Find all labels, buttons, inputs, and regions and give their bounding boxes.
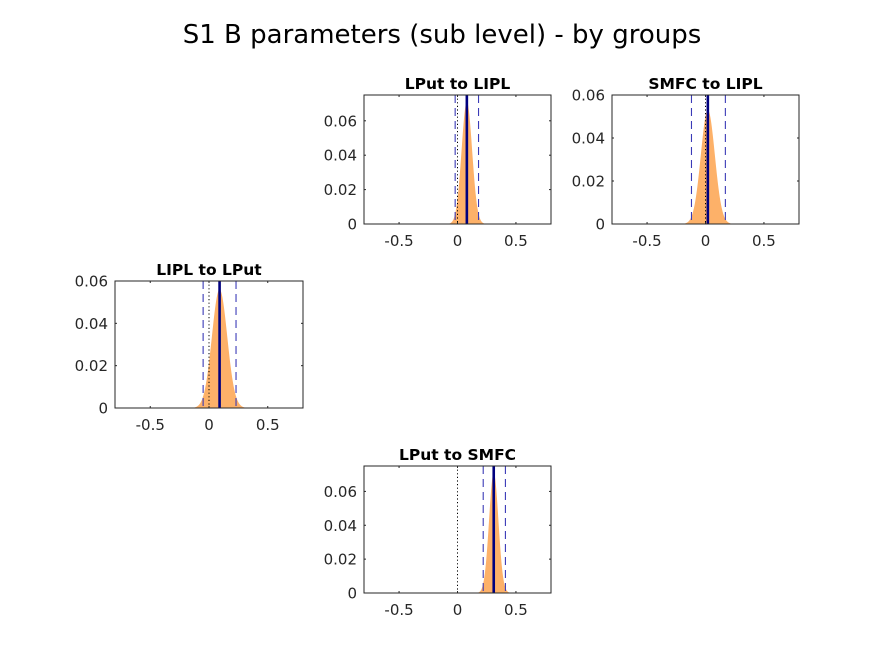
figure-title: S1 B parameters (sub level) - by groups — [183, 20, 702, 50]
y-tick-label: 0 — [595, 216, 605, 234]
plot-area — [187, 281, 252, 408]
panel-title: LPut to LIPL — [405, 75, 511, 93]
x-tick-label: 0.5 — [504, 232, 528, 250]
panel-smfc-to-lipl: -0.5 0 0.5 0 0.02 0.04 0.06 SMFC to LIPL — [572, 75, 800, 250]
x-tick-label: -0.5 — [136, 416, 165, 434]
y-tick-label: 0.06 — [324, 112, 357, 130]
y-tick-label: 0.04 — [324, 517, 357, 535]
plot-area — [457, 466, 514, 593]
y-tick-label: 0.06 — [572, 87, 605, 105]
y-tick-label: 0.02 — [75, 357, 108, 375]
x-tick-label: 0.5 — [504, 601, 528, 619]
panel-lput-to-lipl: -0.5 0 0.5 0 0.02 0.04 0.06 LPut to LIPL — [324, 75, 552, 250]
panel-title: SMFC to LIPL — [648, 75, 762, 93]
y-tick-label: 0.04 — [572, 130, 605, 148]
x-tick-label: 0 — [453, 232, 463, 250]
plot-area — [444, 95, 489, 224]
x-tick-label: -0.5 — [384, 232, 413, 250]
x-tick-label: -0.5 — [632, 232, 661, 250]
y-tick-label: 0.02 — [324, 551, 357, 569]
panel-lput-to-smfc: -0.5 0 0.5 0 0.02 0.04 0.06 LPut to SMFC — [324, 446, 552, 619]
y-tick-label: 0 — [347, 585, 357, 603]
plot-area — [678, 95, 738, 224]
y-tick-label: 0 — [347, 216, 357, 234]
y-tick-label: 0.02 — [324, 181, 357, 199]
x-tick-label: 0.5 — [752, 232, 776, 250]
y-tick-label: 0.06 — [75, 273, 108, 291]
x-tick-label: -0.5 — [384, 601, 413, 619]
axes-background — [364, 466, 551, 593]
panel-title: LIPL to LPut — [156, 261, 262, 279]
x-tick-label: 0.5 — [256, 416, 280, 434]
x-tick-label: 0 — [204, 416, 214, 434]
panel-title: LPut to SMFC — [399, 446, 516, 464]
y-tick-label: 0.06 — [324, 483, 357, 501]
y-tick-label: 0 — [98, 400, 108, 418]
x-tick-label: 0 — [701, 232, 711, 250]
panel-lipl-to-lput: -0.5 0 0.5 0 0.02 0.04 0.06 LIPL to LPut — [75, 261, 304, 434]
y-tick-label: 0.04 — [324, 147, 357, 165]
y-tick-label: 0.02 — [572, 173, 605, 191]
x-tick-label: 0 — [453, 601, 463, 619]
y-tick-label: 0.04 — [75, 315, 108, 333]
